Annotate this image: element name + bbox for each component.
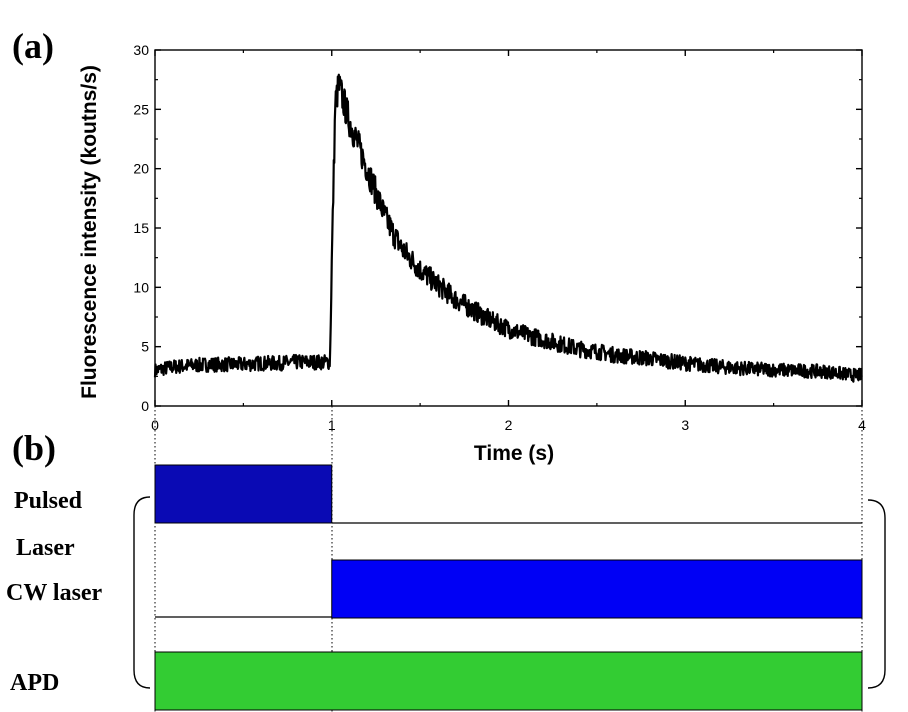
y-axis-title: Fluorescence intensity (koutns/s) (78, 65, 101, 399)
pulsed-laser-on-bar (154, 464, 333, 524)
y-tick-label: 5 (141, 339, 149, 355)
plot-frame (154, 49, 863, 407)
apd-on-bar (154, 651, 863, 711)
panel-a-label: (a) (12, 26, 54, 66)
y-tick-label: 20 (133, 161, 149, 177)
y-tick-label: 10 (133, 279, 149, 295)
y-tick-label: 15 (133, 220, 149, 236)
x-tick-label: 1 (328, 417, 336, 433)
y-tick-label: 0 (141, 398, 149, 414)
apd-label: APD (10, 670, 59, 696)
time-guides (154, 406, 863, 712)
y-tick-label: 30 (133, 42, 149, 58)
x-tick-label: 2 (505, 417, 513, 433)
pulsed-laser-label-line1: Pulsed (14, 488, 83, 514)
x-axis-title: Time (s) (474, 442, 554, 465)
cw-laser-on-bar (331, 559, 863, 619)
left-bracket (133, 496, 151, 689)
panel-b-label: (b) (12, 428, 56, 468)
y-axis-ticks: 0 5 10 15 20 25 30 (133, 42, 862, 414)
fluorescence-trace (153, 73, 863, 383)
pulsed-laser-label-line2: Laser (16, 535, 75, 561)
y-tick-label: 25 (133, 101, 149, 117)
cw-laser-label: CW laser (6, 580, 103, 606)
x-tick-label: 0 (151, 417, 159, 433)
fluorescence-chart: 0 5 10 15 20 25 30 0 1 2 3 4 Time (s) Fluorescence… (78, 42, 866, 465)
timing-diagram: Pulsed Laser CW laser APD (6, 464, 886, 711)
x-axis-ticks: 0 1 2 3 4 (151, 50, 866, 433)
right-bracket (867, 499, 886, 689)
x-tick-label: 3 (681, 417, 689, 433)
x-tick-label: 4 (858, 417, 866, 433)
